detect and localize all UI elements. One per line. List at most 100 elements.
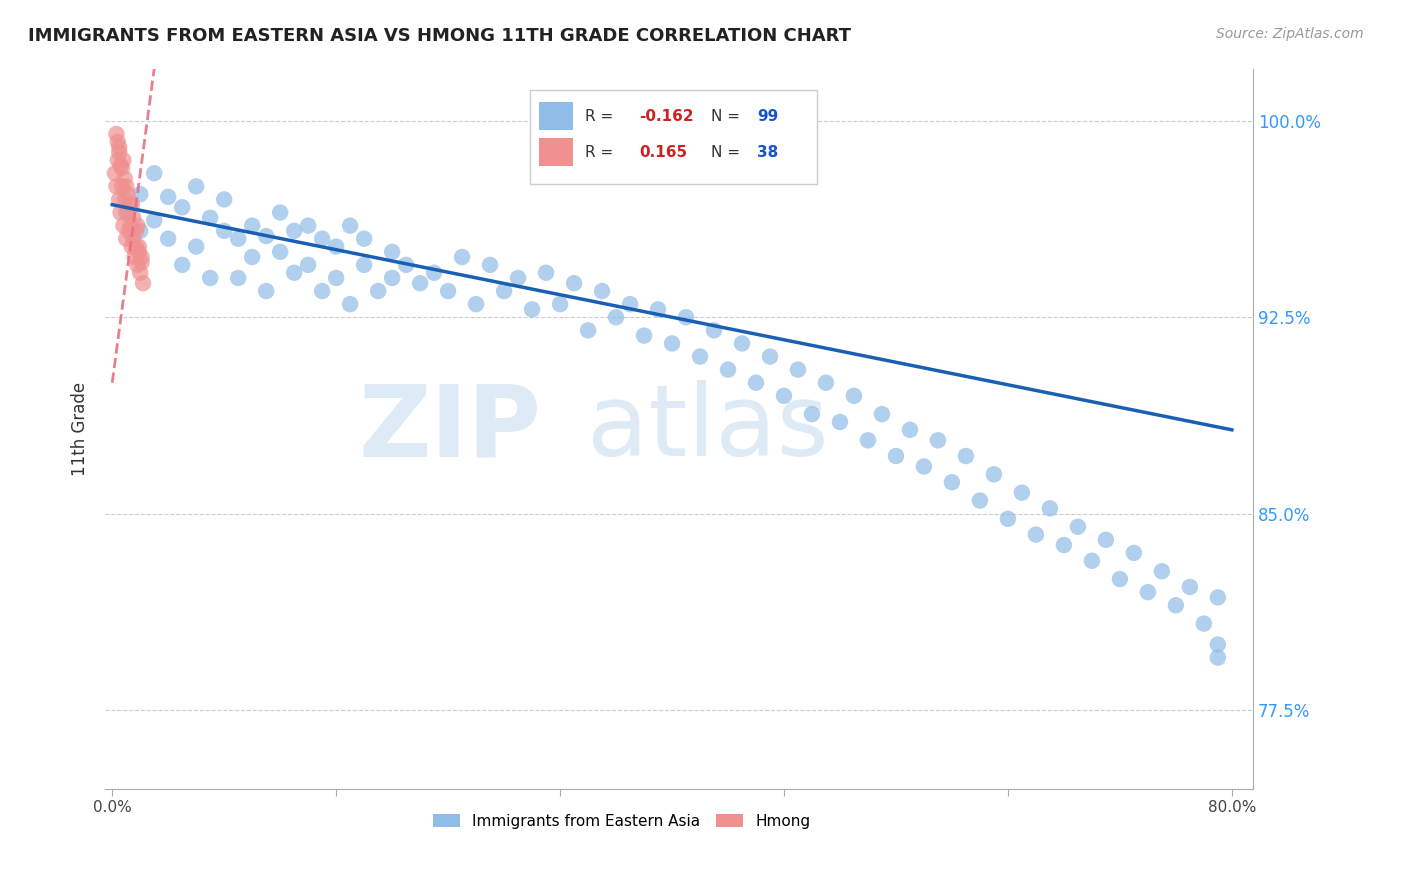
Point	[115, 232, 138, 246]
Point	[647, 302, 669, 317]
Text: 99: 99	[756, 109, 779, 123]
Point	[548, 297, 571, 311]
Point	[437, 284, 460, 298]
Point	[520, 302, 543, 317]
Text: ZIP: ZIP	[359, 380, 541, 477]
Point	[118, 224, 141, 238]
Point	[127, 258, 149, 272]
Point	[143, 213, 166, 227]
Point	[131, 255, 153, 269]
Point	[311, 284, 333, 298]
Point	[325, 271, 347, 285]
Point	[128, 239, 150, 253]
Point	[367, 284, 389, 298]
Point	[870, 407, 893, 421]
Point	[661, 336, 683, 351]
Point	[114, 171, 136, 186]
Point	[117, 187, 139, 202]
Y-axis label: 11th Grade: 11th Grade	[72, 382, 89, 475]
Point	[157, 232, 180, 246]
Point	[128, 244, 150, 259]
Point	[127, 219, 149, 233]
Text: R =: R =	[585, 145, 619, 160]
Point	[111, 179, 134, 194]
Point	[884, 449, 907, 463]
Point	[226, 232, 249, 246]
Point	[172, 200, 194, 214]
Point	[856, 434, 879, 448]
Point	[409, 277, 432, 291]
Point	[1095, 533, 1118, 547]
Point	[110, 158, 132, 172]
Point	[129, 187, 152, 202]
Point	[927, 434, 949, 448]
Point	[108, 145, 131, 160]
Point	[143, 166, 166, 180]
Point	[1039, 501, 1062, 516]
Point	[129, 266, 152, 280]
Point	[423, 266, 446, 280]
Point	[283, 224, 305, 238]
Point	[828, 415, 851, 429]
Point	[1136, 585, 1159, 599]
FancyBboxPatch shape	[530, 90, 817, 184]
Point	[759, 350, 782, 364]
Point	[105, 179, 128, 194]
Point	[494, 284, 516, 298]
Point	[912, 459, 935, 474]
Point	[198, 271, 221, 285]
Point	[983, 467, 1005, 482]
Point	[111, 161, 134, 175]
Point	[108, 140, 131, 154]
Text: 38: 38	[756, 145, 779, 160]
Legend: Immigrants from Eastern Asia, Hmong: Immigrants from Eastern Asia, Hmong	[426, 807, 817, 835]
Point	[104, 166, 127, 180]
Point	[633, 328, 655, 343]
FancyBboxPatch shape	[538, 102, 574, 130]
Point	[157, 190, 180, 204]
Point	[121, 239, 143, 253]
Point	[117, 205, 139, 219]
Point	[1206, 650, 1229, 665]
Point	[108, 193, 131, 207]
Point	[198, 211, 221, 225]
Point	[325, 239, 347, 253]
Point	[801, 407, 824, 421]
Point	[1053, 538, 1076, 552]
Point	[1178, 580, 1201, 594]
Point	[122, 211, 145, 225]
Point	[240, 219, 263, 233]
Point	[297, 258, 319, 272]
Point	[675, 310, 697, 325]
Point	[115, 179, 138, 194]
Text: 0.165: 0.165	[638, 145, 688, 160]
Point	[121, 197, 143, 211]
Point	[1122, 546, 1144, 560]
Point	[129, 224, 152, 238]
Point	[787, 362, 810, 376]
Point	[395, 258, 418, 272]
Point	[955, 449, 977, 463]
Point	[1206, 591, 1229, 605]
Point	[703, 323, 725, 337]
Point	[506, 271, 529, 285]
Point	[941, 475, 963, 490]
Point	[339, 297, 361, 311]
Point	[1164, 599, 1187, 613]
Point	[122, 232, 145, 246]
Point	[1109, 572, 1132, 586]
Point	[269, 205, 291, 219]
Point	[186, 239, 208, 253]
Point	[731, 336, 754, 351]
Point	[898, 423, 921, 437]
Point	[619, 297, 641, 311]
Point	[1150, 564, 1173, 578]
Point	[115, 205, 138, 219]
Point	[1011, 485, 1033, 500]
Point	[212, 224, 235, 238]
Point	[339, 219, 361, 233]
Point	[132, 277, 155, 291]
Point	[110, 205, 132, 219]
Point	[125, 239, 148, 253]
Point	[842, 389, 865, 403]
